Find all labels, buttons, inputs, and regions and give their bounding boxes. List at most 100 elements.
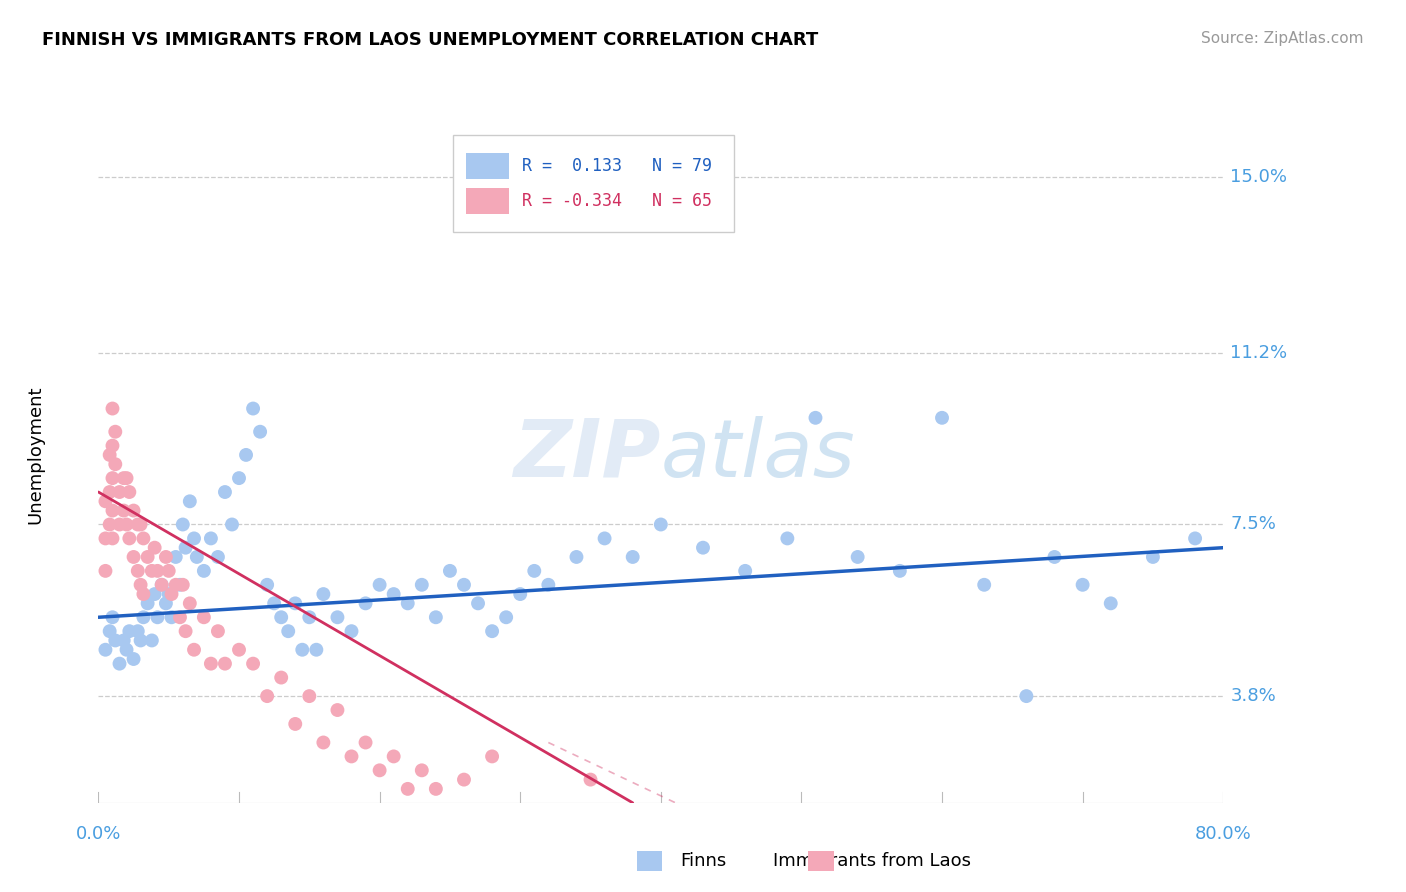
Point bbox=[98, 624, 121, 639]
Point bbox=[122, 652, 145, 666]
Point bbox=[242, 401, 264, 416]
Point bbox=[396, 781, 419, 796]
Point bbox=[256, 578, 278, 592]
Point bbox=[1142, 549, 1164, 564]
Point bbox=[115, 471, 138, 485]
Point bbox=[263, 596, 285, 610]
Point bbox=[150, 578, 173, 592]
Point bbox=[193, 610, 215, 624]
Point bbox=[127, 624, 149, 639]
Point bbox=[621, 549, 644, 564]
Point bbox=[112, 503, 135, 517]
Point bbox=[593, 532, 616, 546]
Point bbox=[157, 564, 180, 578]
Point bbox=[1043, 549, 1066, 564]
Point bbox=[112, 633, 135, 648]
Point bbox=[1184, 532, 1206, 546]
Point bbox=[141, 633, 163, 648]
Text: R =  0.133   N = 79: R = 0.133 N = 79 bbox=[523, 157, 713, 175]
Point bbox=[165, 578, 187, 592]
Point bbox=[396, 596, 419, 610]
Text: Unemployment: Unemployment bbox=[27, 385, 44, 524]
Point bbox=[165, 549, 187, 564]
Point bbox=[200, 657, 222, 671]
Point bbox=[579, 772, 602, 787]
Point bbox=[104, 425, 127, 439]
Point bbox=[411, 764, 433, 778]
Point bbox=[846, 549, 869, 564]
Text: FINNISH VS IMMIGRANTS FROM LAOS UNEMPLOYMENT CORRELATION CHART: FINNISH VS IMMIGRANTS FROM LAOS UNEMPLOY… bbox=[42, 31, 818, 49]
Point bbox=[104, 457, 127, 471]
Point bbox=[368, 578, 391, 592]
Point bbox=[411, 578, 433, 592]
Point bbox=[439, 564, 461, 578]
Point bbox=[157, 587, 180, 601]
Point bbox=[174, 624, 197, 639]
Point bbox=[256, 689, 278, 703]
Point bbox=[112, 471, 135, 485]
Point bbox=[298, 689, 321, 703]
Point bbox=[340, 624, 363, 639]
Point bbox=[129, 578, 152, 592]
Point bbox=[136, 596, 159, 610]
Point bbox=[186, 549, 208, 564]
Point bbox=[207, 549, 229, 564]
Point bbox=[340, 749, 363, 764]
Point bbox=[249, 425, 271, 439]
FancyBboxPatch shape bbox=[453, 135, 734, 232]
Point bbox=[101, 503, 124, 517]
Point bbox=[155, 549, 177, 564]
Point bbox=[312, 587, 335, 601]
Text: 0.0%: 0.0% bbox=[76, 825, 121, 843]
Point bbox=[193, 564, 215, 578]
Point bbox=[104, 633, 127, 648]
Point bbox=[160, 587, 183, 601]
Point bbox=[284, 717, 307, 731]
Point bbox=[200, 532, 222, 546]
Point bbox=[146, 564, 169, 578]
Point bbox=[425, 610, 447, 624]
Point bbox=[776, 532, 799, 546]
Text: 3.8%: 3.8% bbox=[1230, 687, 1277, 705]
Point bbox=[889, 564, 911, 578]
Point bbox=[98, 517, 121, 532]
Point bbox=[1015, 689, 1038, 703]
Text: Immigrants from Laos: Immigrants from Laos bbox=[773, 852, 970, 870]
Point bbox=[495, 610, 517, 624]
Point bbox=[108, 517, 131, 532]
Point bbox=[129, 633, 152, 648]
Point bbox=[108, 485, 131, 500]
Point bbox=[481, 624, 503, 639]
Point bbox=[94, 494, 117, 508]
Point bbox=[101, 439, 124, 453]
Point bbox=[425, 781, 447, 796]
Point bbox=[160, 610, 183, 624]
Point bbox=[183, 532, 205, 546]
Point bbox=[354, 596, 377, 610]
Point bbox=[115, 517, 138, 532]
Point bbox=[326, 610, 349, 624]
Point bbox=[973, 578, 995, 592]
Text: ZIP: ZIP bbox=[513, 416, 661, 494]
Point bbox=[150, 578, 173, 592]
Point bbox=[101, 401, 124, 416]
Point bbox=[228, 642, 250, 657]
Point bbox=[143, 587, 166, 601]
Point bbox=[172, 578, 194, 592]
Text: 11.2%: 11.2% bbox=[1230, 344, 1288, 362]
Point bbox=[692, 541, 714, 555]
Text: R = -0.334   N = 65: R = -0.334 N = 65 bbox=[523, 192, 713, 210]
Point bbox=[127, 564, 149, 578]
Text: atlas: atlas bbox=[661, 416, 856, 494]
Point bbox=[132, 610, 155, 624]
Point bbox=[1071, 578, 1094, 592]
FancyBboxPatch shape bbox=[467, 153, 509, 179]
Point bbox=[382, 749, 405, 764]
Point bbox=[368, 764, 391, 778]
Point bbox=[101, 471, 124, 485]
Point bbox=[382, 587, 405, 601]
Point bbox=[221, 517, 243, 532]
Point bbox=[94, 564, 117, 578]
Point bbox=[453, 578, 475, 592]
Point bbox=[481, 749, 503, 764]
